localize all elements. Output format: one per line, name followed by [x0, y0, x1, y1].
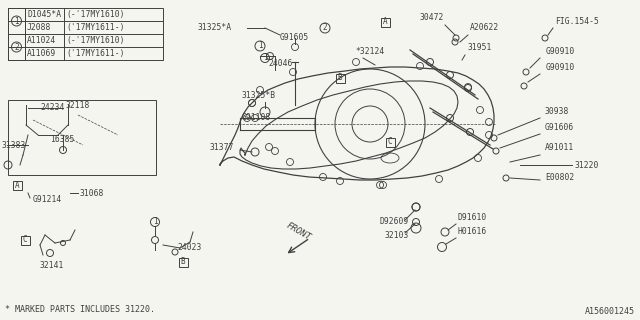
Text: 24234: 24234	[40, 103, 65, 113]
Text: 31951: 31951	[468, 44, 492, 52]
Text: * MARKED PARTS INCLUDES 31220.: * MARKED PARTS INCLUDES 31220.	[5, 306, 155, 315]
Text: A11069: A11069	[27, 49, 56, 58]
Text: C: C	[22, 236, 28, 244]
Text: 2: 2	[323, 23, 327, 33]
Text: A: A	[383, 18, 387, 27]
Text: G91606: G91606	[545, 124, 574, 132]
Bar	[8, 100, 156, 175]
Bar	[13, 180, 22, 189]
Text: ('17MY1611-): ('17MY1611-)	[66, 49, 125, 58]
Text: 32103: 32103	[385, 230, 410, 239]
Text: D92609: D92609	[380, 218, 409, 227]
Text: J2088: J2088	[27, 23, 51, 32]
Circle shape	[412, 203, 420, 211]
Text: 31383: 31383	[2, 140, 26, 149]
Text: G90910: G90910	[546, 47, 575, 57]
Text: *32124: *32124	[355, 47, 384, 57]
Text: G90910: G90910	[546, 63, 575, 73]
Text: G91108: G91108	[242, 114, 271, 123]
Text: A91011: A91011	[545, 143, 574, 153]
Bar	[385, 138, 394, 147]
Text: 32118: 32118	[66, 101, 90, 110]
Text: 16385: 16385	[50, 135, 74, 145]
Text: 31377: 31377	[210, 143, 234, 153]
Text: A20622: A20622	[470, 23, 499, 33]
Text: 24023: 24023	[177, 244, 202, 252]
Bar	[335, 74, 344, 83]
Text: 1: 1	[258, 42, 262, 51]
Text: 30938: 30938	[545, 108, 570, 116]
Text: 30472: 30472	[420, 13, 444, 22]
Text: A: A	[15, 180, 19, 189]
Text: 32141: 32141	[40, 260, 65, 269]
Bar	[179, 258, 188, 267]
Text: D1045*A: D1045*A	[27, 10, 61, 19]
Text: (-'17MY1610): (-'17MY1610)	[66, 10, 125, 19]
Text: H01616: H01616	[458, 228, 487, 236]
Text: C: C	[388, 138, 392, 147]
Bar	[8, 8, 25, 60]
Text: 1: 1	[14, 17, 19, 26]
Text: 24046: 24046	[268, 59, 292, 68]
Text: G91605: G91605	[280, 34, 309, 43]
Text: 2: 2	[14, 43, 19, 52]
Text: D91610: D91610	[458, 213, 487, 222]
Text: E00802: E00802	[545, 173, 574, 182]
Text: 31068: 31068	[80, 188, 104, 197]
Text: 31220: 31220	[575, 161, 600, 170]
Bar	[8, 8, 163, 60]
Text: 31325*B: 31325*B	[242, 91, 276, 100]
Text: B: B	[180, 258, 186, 267]
Text: 31325*A: 31325*A	[198, 23, 232, 33]
Text: 1: 1	[262, 53, 268, 62]
Text: FRONT: FRONT	[284, 221, 312, 242]
Bar	[381, 18, 390, 27]
Text: G91214: G91214	[33, 196, 62, 204]
Text: 1: 1	[153, 218, 157, 227]
Text: (-'17MY1610): (-'17MY1610)	[66, 36, 125, 45]
Text: A156001245: A156001245	[585, 308, 635, 316]
Text: ('17MY1611-): ('17MY1611-)	[66, 23, 125, 32]
Bar	[20, 236, 29, 244]
Text: FIG.154-5: FIG.154-5	[555, 18, 599, 27]
Text: B: B	[338, 74, 342, 83]
Text: A11024: A11024	[27, 36, 56, 45]
